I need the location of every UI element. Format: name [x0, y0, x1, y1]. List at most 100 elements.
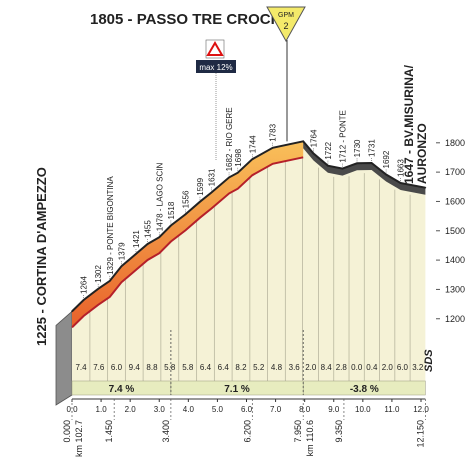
point-label: 1692 [382, 150, 391, 168]
point-label: 1556 [181, 190, 190, 208]
gradient-label: 5.2 [253, 363, 265, 372]
point [424, 186, 427, 189]
gradient-label: 0.4 [366, 363, 378, 372]
finish-label: AURONZO [415, 123, 429, 184]
gradient-label: 7.4 [75, 363, 87, 372]
point-label: 1264 [80, 276, 89, 294]
x-tick-label: 2.0 [125, 405, 137, 414]
y-tick-label: 1700 [445, 167, 465, 177]
descent-band [303, 141, 426, 195]
x-tick-label: 8.0 [299, 405, 311, 414]
gpm-category: 2 [283, 21, 288, 31]
gradient-label: 6.0 [111, 363, 123, 372]
gpm-label: GPM [278, 12, 294, 19]
point [120, 265, 123, 268]
km-mark-label: 9.350 [334, 420, 344, 443]
x-tick-label: 10.0 [355, 405, 371, 414]
point-label: 1455 [144, 220, 153, 238]
point [302, 140, 305, 143]
point [251, 158, 254, 161]
point [184, 213, 187, 216]
point-label: 1518 [167, 201, 176, 219]
x-tick-label: 1.0 [96, 405, 108, 414]
point [210, 191, 213, 194]
gradient-label: 8.8 [146, 363, 158, 372]
y-tick-label: 1200 [445, 314, 465, 324]
gradient-label: 7.6 [93, 363, 105, 372]
point [236, 171, 239, 174]
gradient-label: 5.8 [182, 363, 194, 372]
gradient-label: 3.2 [412, 363, 424, 372]
point [135, 253, 137, 255]
point [312, 152, 315, 155]
point [370, 162, 373, 164]
logo: SDS [423, 349, 435, 372]
point-label: 1783 [269, 123, 278, 141]
point [146, 243, 149, 245]
max-box [196, 60, 236, 73]
point-label: 1478 - LAGO SCIN [155, 163, 164, 232]
km-mark-label: 0.000 [62, 420, 72, 443]
max-gradient-label: max 12% [199, 63, 232, 72]
gradient-label: 8.2 [235, 363, 247, 372]
point [341, 167, 344, 170]
point [228, 176, 230, 179]
point-label: 1744 [248, 135, 257, 153]
y-tick-label: 1500 [445, 226, 465, 236]
point [82, 299, 85, 301]
point [385, 173, 387, 176]
start-label: 1225 - CORTINA D'AMPEZZO [34, 167, 49, 346]
point [271, 146, 274, 149]
gradient-label: 3.6 [289, 363, 301, 372]
average-label: -3.8 % [350, 384, 379, 395]
point-label: 1663 [397, 159, 406, 177]
gradient-label: 0.0 [351, 363, 363, 372]
y-tick-label: 1300 [445, 284, 465, 294]
point [71, 310, 73, 313]
chart-title: 1805 - PASSO TRE CROCI [90, 11, 275, 28]
point-label: 1631 [208, 168, 217, 186]
point [199, 200, 201, 203]
x-tick-label: 5.0 [212, 405, 224, 414]
point [327, 164, 329, 167]
x-tick-label: 3.0 [154, 405, 166, 414]
point-label: 1599 [196, 177, 205, 195]
max-icon [206, 41, 224, 56]
gradient-label: 2.8 [336, 363, 348, 372]
point-label: 1764 [309, 129, 318, 147]
gradient-label: 2.0 [305, 363, 317, 372]
y-tick-label: 1400 [445, 255, 465, 265]
km-total-label: km 110.6 [305, 420, 315, 456]
profile-area [72, 141, 426, 395]
x-tick-label: 9.0 [328, 405, 340, 414]
x-tick-label: 4.0 [183, 405, 195, 414]
point-label: 1421 [132, 230, 141, 248]
km-mark-label: 12.150 [415, 420, 425, 448]
point [399, 182, 402, 184]
gpm-badge [266, 6, 306, 43]
x-tick-label: 6.0 [241, 405, 253, 414]
point-label: 1302 [94, 264, 103, 282]
km-mark-label: 7.950 [293, 420, 303, 443]
point [158, 236, 161, 239]
climb-band [72, 141, 304, 328]
climb-edge [71, 156, 304, 329]
y-tick-label: 1800 [445, 138, 465, 148]
gradient-label: 8.4 [321, 363, 333, 372]
point [170, 224, 172, 227]
point-label: 1731 [368, 139, 377, 157]
point-label: 1712 - PONTE [338, 110, 347, 162]
point-label: 1329 - PONTE BIGONTINA [106, 176, 115, 275]
km-mark-label: 6.200 [242, 420, 252, 443]
point [109, 280, 111, 282]
point-label: 1698 [234, 148, 243, 166]
gradient-label: 6.4 [218, 363, 230, 372]
side-face [55, 310, 73, 406]
gradient-label: 2.0 [382, 363, 394, 372]
gradient-label: 6.4 [200, 363, 212, 372]
gradient-label: 9.4 [129, 363, 141, 372]
average-label: 7.4 % [109, 384, 135, 395]
average-label: 7.1 % [224, 384, 250, 395]
x-tick-label: 11.0 [384, 405, 400, 414]
